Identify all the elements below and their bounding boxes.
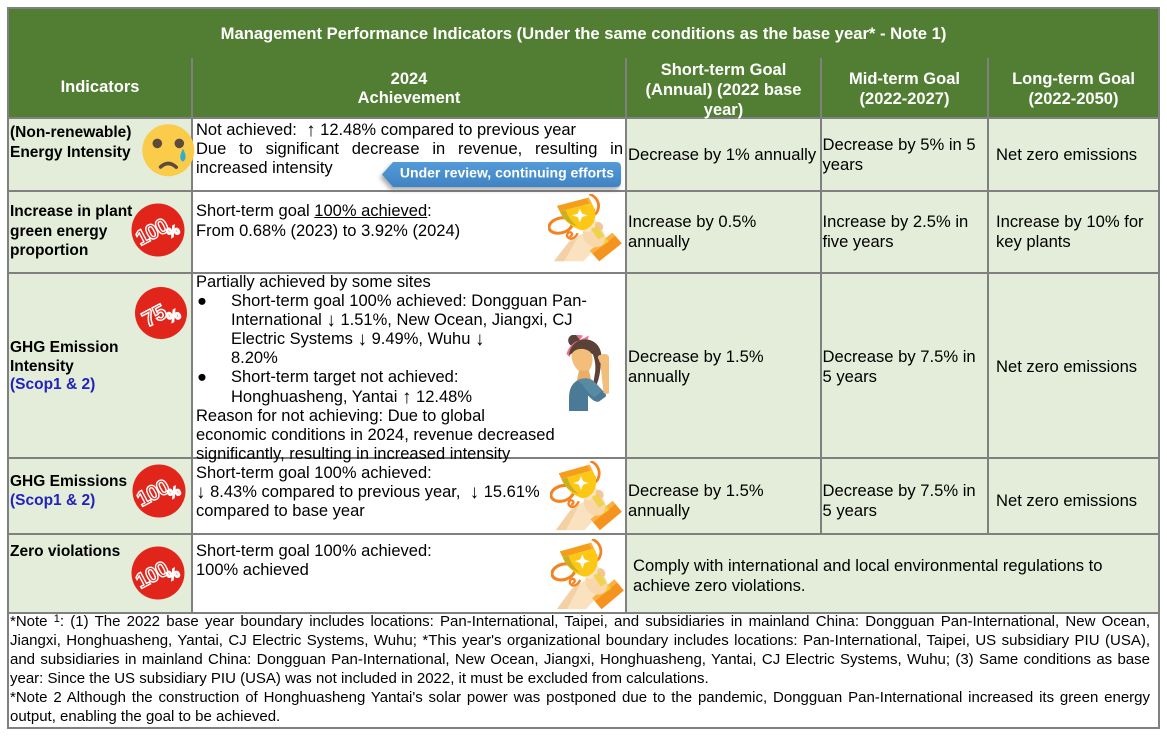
svg-text:Under review, continuing effor: Under review, continuing efforts (400, 165, 614, 181)
